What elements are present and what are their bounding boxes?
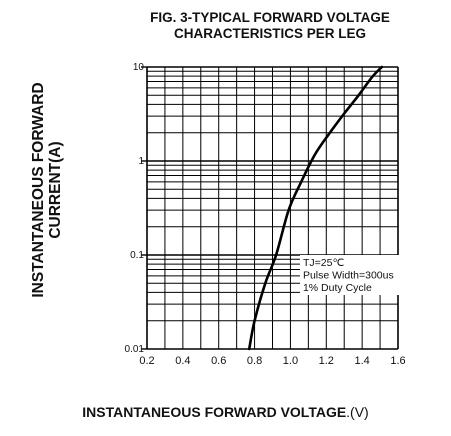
annotation-line: Pulse Width=300us xyxy=(303,270,394,282)
annotation-box xyxy=(299,255,404,295)
annotation-line: TJ=25℃ xyxy=(303,257,344,269)
x-tick-label: 1.2 xyxy=(319,355,334,367)
x-axis-label: INSTANTANEOUS FORWARD VOLTAGE.(V) xyxy=(0,404,451,420)
tick-labels: 0.2 0.4 0.6 0.8 1.0 1.2 1.4 1.6 10 1 0.1 0.01 xyxy=(125,62,406,367)
x-tick-label: 0.4 xyxy=(175,355,190,367)
y-tick-label: 10 xyxy=(133,62,145,73)
chart-title: FIG. 3-TYPICAL FORWARD VOLTAGE CHARACTER… xyxy=(110,10,430,42)
x-tick-label: 1.4 xyxy=(354,355,369,367)
x-axis-label-text: INSTANTANEOUS FORWARD VOLTAGE xyxy=(82,404,347,420)
annotation-line: 1% Duty Cycle xyxy=(303,282,372,294)
x-tick-label: 0.2 xyxy=(139,355,154,367)
x-tick-label: 0.8 xyxy=(247,355,262,367)
x-axis-unit: .(V) xyxy=(346,404,369,420)
y-tick-label: 0.1 xyxy=(130,250,144,261)
series-line xyxy=(247,65,384,351)
x-tick-label: 1.0 xyxy=(283,355,298,367)
y-tick-label: 0.01 xyxy=(125,344,145,355)
x-tick-label: 0.6 xyxy=(211,355,226,367)
chart-title-line-1: FIG. 3-TYPICAL FORWARD VOLTAGE xyxy=(150,10,390,25)
grid xyxy=(141,66,399,350)
y-tick-label: 1 xyxy=(138,156,144,167)
chart-title-line-2: CHARACTERISTICS PER LEG xyxy=(173,26,366,41)
x-tick-label: 1.6 xyxy=(390,355,405,367)
